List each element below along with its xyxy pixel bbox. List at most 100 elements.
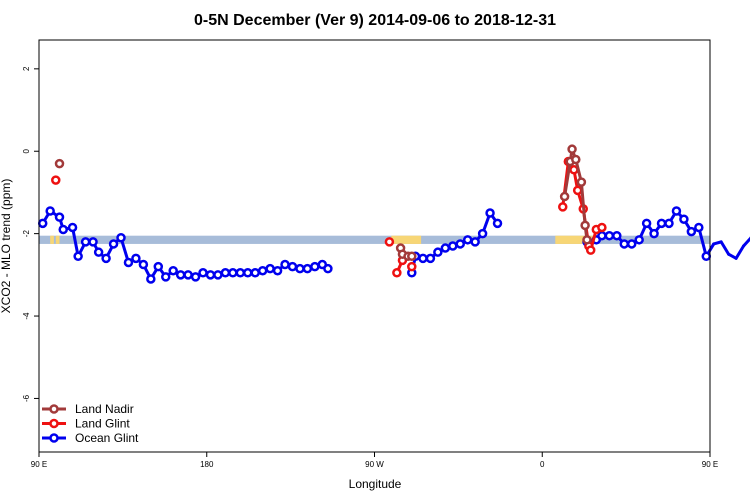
series-segment (71, 225, 80, 258)
data-point (51, 175, 61, 185)
series-segment (697, 225, 708, 258)
y-tick-label: -2 (22, 230, 31, 238)
data-point (58, 224, 68, 235)
series-segment (579, 180, 587, 227)
data-point (384, 237, 395, 247)
x-axis-label: Longitude (349, 477, 402, 491)
legend-marker (49, 418, 59, 429)
data-point (604, 230, 615, 241)
legend-item: Land Nadir (42, 402, 134, 416)
data-point (649, 228, 659, 239)
data-point (558, 202, 568, 212)
data-point (205, 270, 216, 280)
land-band-segment (391, 235, 422, 244)
data-point (679, 214, 689, 224)
data-point (168, 265, 178, 276)
data-point (80, 237, 91, 247)
data-point (213, 270, 223, 280)
data-point (116, 233, 126, 243)
data-point (45, 206, 55, 216)
legend-marker (49, 404, 59, 414)
data-point (582, 235, 592, 245)
data-point (392, 268, 402, 278)
data-point (597, 222, 607, 233)
land-band-segment (55, 235, 60, 244)
legend-label: Land Glint (75, 417, 130, 431)
data-point (54, 212, 65, 222)
data-point (470, 237, 480, 247)
data-point (585, 245, 596, 255)
data-point (295, 263, 305, 274)
data-point (243, 268, 253, 278)
data-point (619, 239, 630, 249)
x-axis: 90 E 180 90 W 0 90 E (31, 452, 718, 469)
data-point (250, 268, 260, 278)
data-point (54, 158, 65, 169)
data-point (257, 265, 268, 276)
data-point (123, 257, 134, 268)
data-point (190, 272, 201, 282)
data-point (280, 259, 290, 270)
chart-title: 0-5N December (Ver 9) 2014-09-06 to 2018… (194, 12, 556, 29)
data-point (694, 222, 704, 233)
data-point (567, 144, 577, 154)
data-point (634, 235, 644, 245)
data-point (37, 218, 48, 229)
data-point (183, 270, 193, 280)
data-point (485, 208, 495, 218)
data-point (433, 247, 443, 257)
data-point (265, 263, 275, 274)
ocean-band (39, 235, 710, 244)
x-tick-label: 0 (540, 460, 545, 469)
data-point (477, 228, 488, 239)
data-point (572, 185, 583, 196)
x-tick-label: 90 E (31, 460, 47, 469)
data-point (559, 191, 570, 202)
plot-frame (38, 39, 711, 453)
data-point (597, 230, 607, 241)
data-point (612, 230, 622, 241)
data-point (272, 265, 283, 276)
data-point (492, 218, 503, 229)
data-point (656, 218, 667, 229)
x-tick-label: 180 (200, 460, 214, 469)
land-band-segment (555, 235, 599, 244)
data-point (198, 268, 208, 278)
series-segment (563, 160, 572, 199)
y-axis: 2 0 -2 -4 -6 (22, 66, 39, 402)
data-point (448, 241, 458, 251)
data-point (571, 154, 581, 165)
data-point (101, 253, 111, 264)
data-point (220, 268, 231, 278)
series-segment (742, 236, 750, 248)
legend-label: Land Nadir (75, 402, 134, 416)
data-point (641, 218, 652, 229)
surface-band (39, 235, 710, 244)
data-point (418, 253, 428, 264)
data-point (626, 239, 637, 249)
x-tick-label: 90 E (702, 460, 718, 469)
data-point (310, 261, 320, 272)
data-point (302, 263, 313, 274)
legend-marker (49, 433, 59, 443)
legend-item: Ocean Glint (42, 431, 139, 445)
y-axis-label: XCO2 - MLO trend (ppm) (0, 179, 13, 314)
series-ocean-glint (37, 206, 750, 284)
data-point (93, 247, 104, 257)
data-point (580, 220, 590, 231)
data-point (440, 243, 451, 253)
data-point (664, 218, 674, 229)
data-point (701, 251, 712, 262)
data-point (138, 259, 149, 270)
data-point (462, 235, 473, 245)
data-point (175, 270, 186, 280)
series-layer (37, 144, 750, 284)
data-point (407, 251, 417, 262)
legend-item: Land Glint (42, 417, 130, 431)
data-point (576, 177, 587, 187)
data-point (407, 261, 417, 272)
legend-label: Ocean Glint (75, 431, 139, 445)
data-point (228, 268, 238, 278)
